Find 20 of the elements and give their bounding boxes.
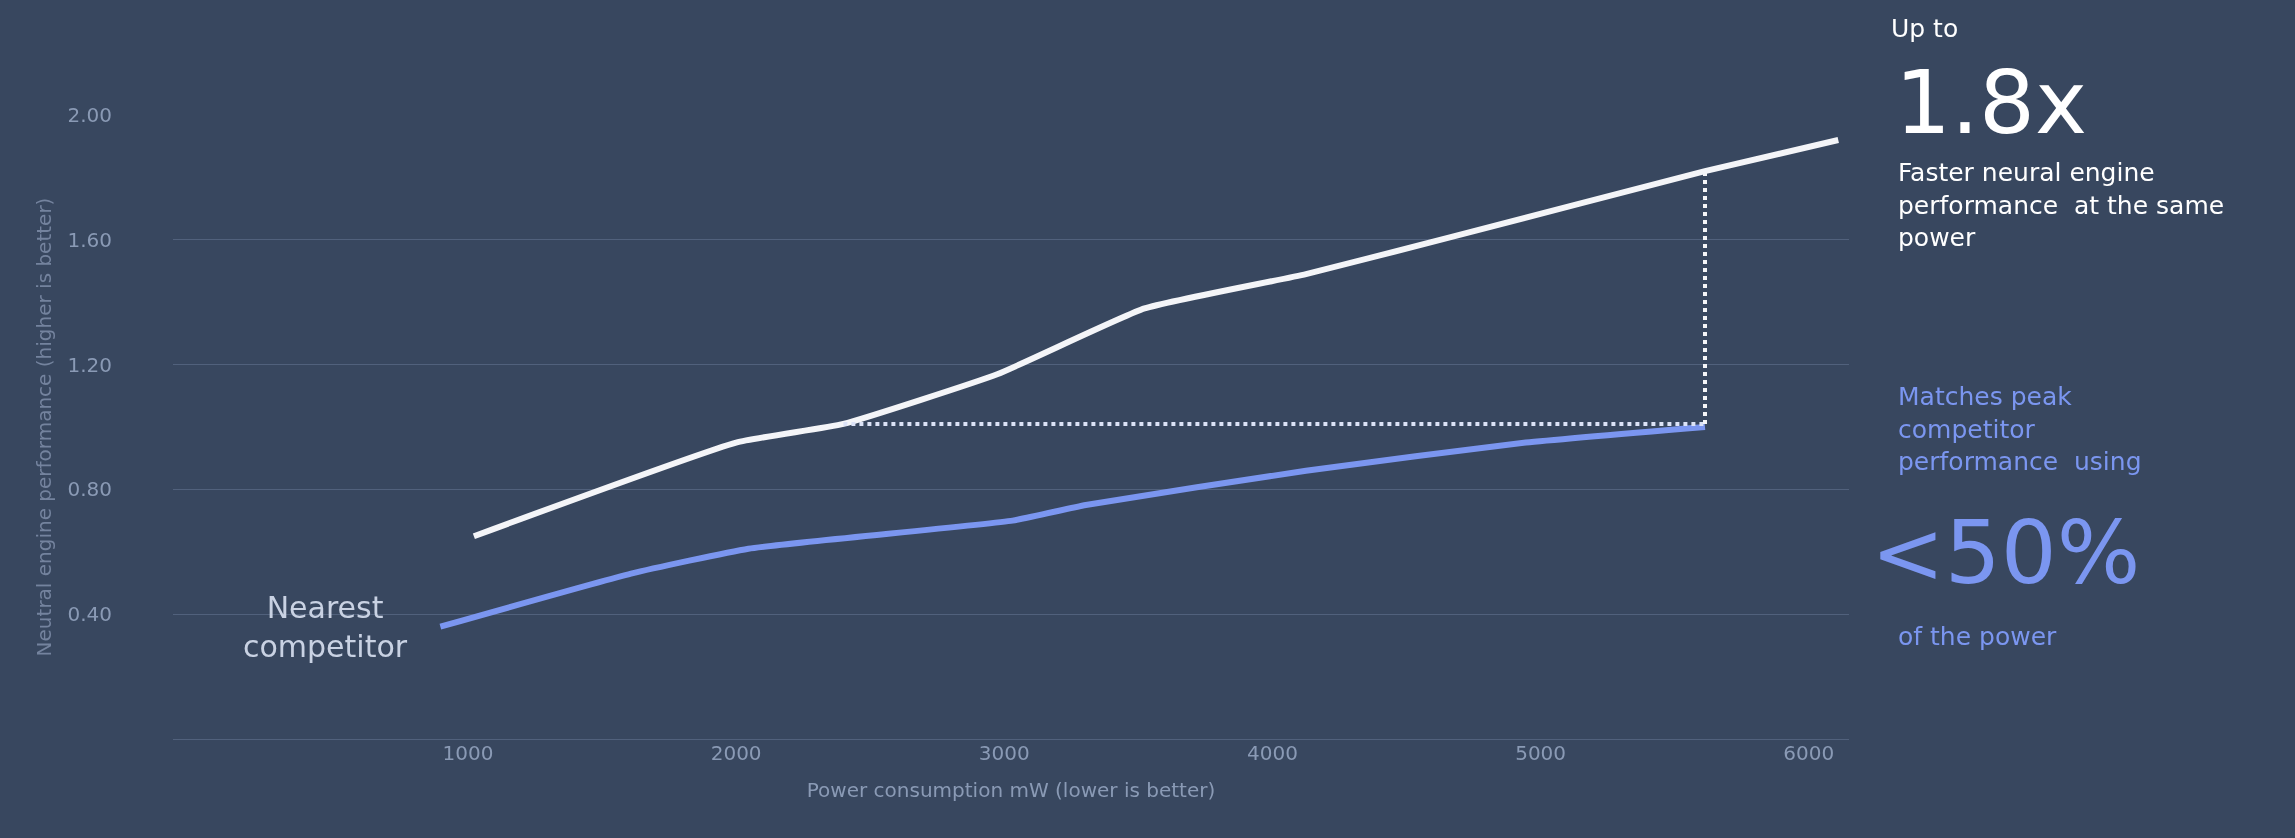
text: 1.8x [1895,51,2088,154]
text: Up to [1891,14,1959,43]
x-tick-label: 3000 [978,741,1030,765]
x-tick-label: 1000 [442,741,494,765]
y-axis-title: Neutral engine performance (higher is better) [31,197,56,657]
y-tick-label: 0.40 [67,602,112,627]
x-tick-label: 2000 [710,741,762,765]
x-tick-label: 6000 [1783,741,1835,765]
y-tick-label: 2.00 [67,103,112,127]
y-tick-label: 0.80 [67,477,112,502]
y-tick-label: 1.60 [67,227,112,252]
text: <50% [1871,501,2141,604]
x-axis-title: Power consumption mW (lower is better) [806,777,1216,802]
text: Faster neural engine performance at the same power [1898,158,2225,252]
x-tick-label: 5000 [1515,741,1567,765]
text: Matches peak competitor performance using [1898,382,2142,476]
x-tick-label: 4000 [1247,741,1298,765]
text: of the power [1898,622,2058,651]
y-tick-label: 1.20 [67,352,112,377]
series-label: Nearest competitor [243,590,408,664]
